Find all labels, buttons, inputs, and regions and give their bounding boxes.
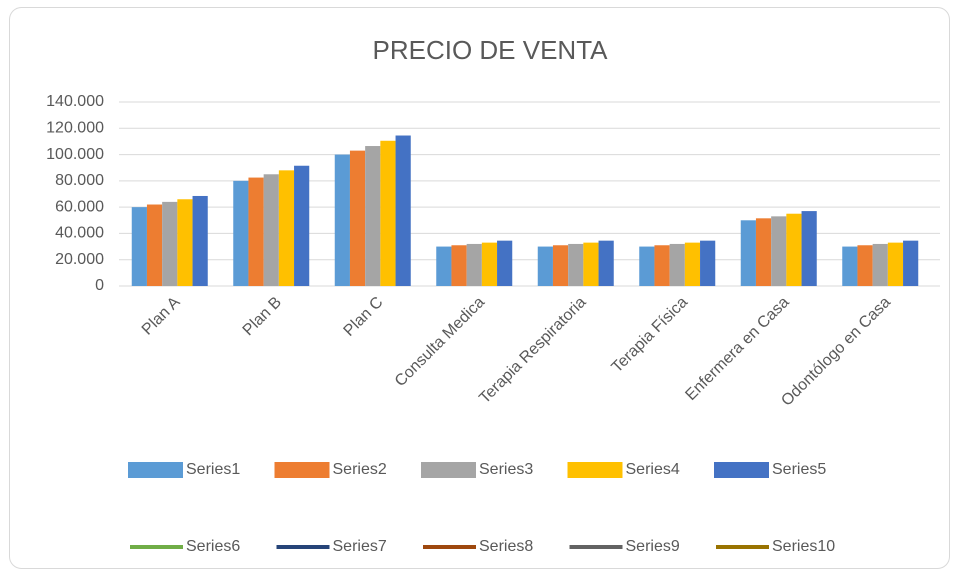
bar [654, 245, 670, 286]
bar [294, 165, 310, 286]
legend-swatch [128, 462, 183, 478]
y-tick-label: 120.000 [46, 120, 104, 137]
legend-label: Series2 [333, 461, 387, 478]
bar [436, 246, 452, 286]
bar [334, 154, 350, 286]
bar [684, 242, 701, 286]
legend-swatch [274, 462, 330, 478]
bar [583, 242, 599, 286]
y-tick-label: 60.000 [55, 198, 104, 215]
y-tick-label: 140.000 [46, 93, 104, 110]
bar [481, 242, 498, 286]
legend-label: Series8 [479, 538, 533, 555]
bar [755, 218, 772, 286]
bar [395, 135, 411, 286]
bar [598, 240, 614, 286]
bar [771, 216, 787, 286]
bar [497, 240, 513, 286]
bar [248, 177, 264, 286]
y-tick-label: 0 [95, 277, 104, 294]
bar [700, 240, 716, 286]
bar [349, 150, 366, 286]
bar [466, 243, 482, 286]
legend-label: Series4 [626, 461, 680, 478]
y-tick-label: 40.000 [55, 225, 104, 242]
bar [786, 213, 802, 286]
bar [192, 195, 208, 286]
bar [872, 243, 888, 286]
bar [740, 220, 756, 286]
legend-swatch [714, 462, 769, 478]
bar [278, 170, 295, 286]
bar [146, 204, 163, 286]
bar [568, 243, 584, 286]
bar [903, 240, 919, 286]
legend-swatch [421, 462, 476, 478]
legend-label: Series10 [772, 538, 835, 555]
bar [857, 245, 873, 286]
bar [233, 180, 249, 286]
legend-label: Series5 [772, 461, 826, 478]
bar [669, 243, 685, 286]
bar [380, 140, 396, 286]
bar [887, 242, 904, 286]
bar [801, 211, 817, 286]
y-tick-label: 80.000 [55, 172, 104, 189]
legend-swatch [567, 462, 623, 478]
bar [639, 246, 655, 286]
legend-label: Series7 [333, 538, 387, 555]
bar [365, 146, 381, 286]
legend-label: Series9 [626, 538, 680, 555]
legend-label: Series6 [186, 538, 240, 555]
chart-title: PRECIO DE VENTA [372, 35, 608, 65]
chart-border [9, 7, 950, 569]
bar [263, 174, 279, 286]
bar [451, 245, 467, 286]
bar [842, 246, 858, 286]
legend-label: Series3 [479, 461, 533, 478]
bar [131, 207, 147, 286]
bar [537, 246, 553, 286]
bar [552, 245, 569, 286]
bar [177, 199, 193, 286]
y-tick-label: 20.000 [55, 251, 104, 268]
bar [162, 201, 178, 286]
legend-label: Series1 [186, 461, 240, 478]
y-tick-label: 100.000 [46, 146, 104, 163]
